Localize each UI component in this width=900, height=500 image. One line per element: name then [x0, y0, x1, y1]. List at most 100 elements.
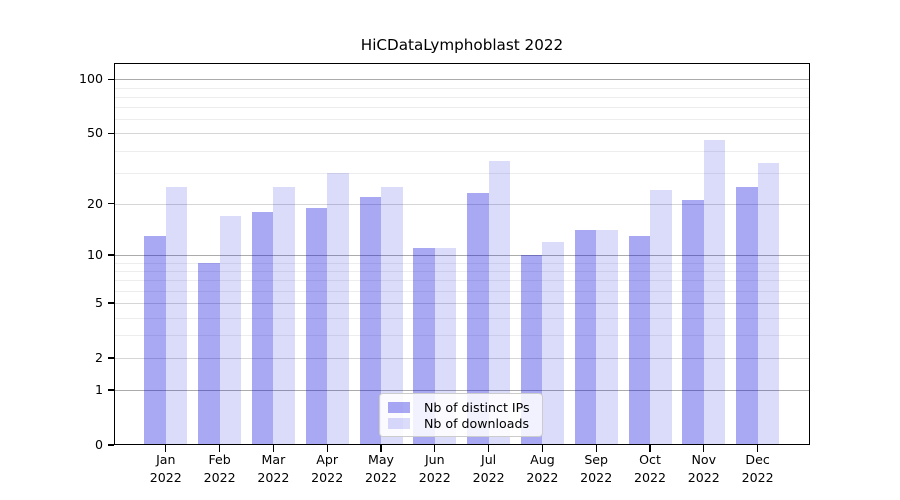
x-tick-mark	[165, 445, 167, 452]
gridline-minor	[115, 262, 809, 264]
x-tick-label: Jan 2022	[134, 451, 198, 486]
x-tick-label: Aug 2022	[510, 451, 574, 486]
bar-ips-may	[359, 196, 381, 445]
bar-downloads-apr	[327, 172, 349, 445]
x-tick-label-line: 2022	[687, 469, 720, 485]
y-tick-mark	[107, 389, 114, 391]
x-tick-mark	[756, 445, 759, 452]
legend-item-distinct-ips: Nb of distinct IPs	[388, 399, 534, 415]
legend: Nb of distinct IPs Nb of downloads	[379, 393, 543, 437]
y-tick-mark	[107, 444, 114, 446]
gridline-minor	[115, 87, 809, 89]
x-tick-mark	[649, 445, 651, 452]
x-tick-label: Nov 2022	[672, 451, 736, 486]
bar-downloads-dec	[757, 163, 780, 445]
y-tick-label: 100	[78, 71, 103, 87]
bar-ips-jul	[467, 193, 489, 445]
x-tick-mark	[380, 445, 382, 452]
x-tick-mark	[218, 445, 221, 452]
bar-ips-jan	[144, 235, 166, 445]
x-tick-mark	[487, 445, 490, 452]
x-tick-label: Jun 2022	[403, 451, 467, 486]
bar-ips-feb	[198, 262, 220, 445]
x-tick-mark	[595, 445, 597, 452]
y-tick-mark	[107, 78, 114, 80]
x-tick-label-line: Jul	[480, 452, 497, 467]
x-tick-label-line: Nov	[691, 452, 717, 467]
bar-downloads-jul	[488, 161, 511, 445]
gridline-major	[115, 255, 809, 256]
y-tick-label: 5	[94, 295, 103, 310]
gridline-minor	[115, 270, 809, 272]
gridline-minor	[115, 96, 809, 98]
x-tick-label-line: 2022	[311, 469, 344, 485]
gridline-minor	[115, 150, 809, 152]
bar-downloads-jan	[165, 186, 188, 445]
bar-ips-apr	[305, 207, 328, 445]
gridline-major	[115, 357, 809, 359]
gridline-minor	[115, 119, 809, 121]
legend-swatch-downloads	[388, 417, 410, 429]
x-tick-mark	[541, 445, 544, 452]
y-tick-label: 50	[86, 125, 103, 141]
x-tick-label: Feb 2022	[188, 451, 252, 486]
x-tick-label-line: Feb	[208, 452, 231, 467]
bar-downloads-aug	[542, 241, 564, 445]
y-tick-mark	[107, 302, 114, 304]
gridline-major	[115, 203, 809, 205]
bar-ips-nov	[682, 200, 704, 445]
y-tick-label: 20	[86, 195, 103, 211]
bar-downloads-feb	[219, 216, 242, 445]
gridline-minor	[115, 107, 809, 109]
gridline-minor	[115, 335, 809, 337]
x-tick-label-line: Mar	[261, 452, 286, 467]
gridline-major	[115, 390, 809, 392]
x-tick-label-line: 2022	[203, 469, 236, 485]
legend-label-downloads: Nb of downloads	[424, 415, 530, 431]
bar-downloads-may	[381, 186, 403, 445]
y-tick-mark	[107, 254, 114, 256]
x-tick-label-line: 2022	[364, 469, 398, 485]
gridline-minor	[115, 317, 809, 319]
x-tick-label-line: Sep	[584, 452, 609, 467]
x-tick-label: Dec 2022	[726, 451, 790, 486]
x-tick-mark	[326, 445, 328, 452]
x-tick-label-line: 2022	[149, 469, 182, 485]
x-tick-label: Jul 2022	[457, 451, 521, 486]
y-tick-label: 1	[94, 382, 103, 398]
y-tick-label: 10	[86, 247, 103, 262]
x-tick-mark	[272, 445, 275, 452]
y-tick-mark	[107, 357, 114, 359]
gridline-major	[115, 303, 809, 304]
gridline-major	[115, 133, 809, 135]
legend-label-distinct-ips: Nb of distinct IPs	[424, 399, 530, 415]
gridline-minor	[115, 290, 809, 292]
gridline-minor	[115, 280, 809, 282]
legend-swatch-distinct-ips	[388, 401, 410, 413]
x-tick-label: Mar 2022	[241, 451, 305, 486]
x-tick-label-line: 2022	[580, 469, 613, 485]
x-tick-label-line: Apr	[316, 452, 339, 467]
bar-ips-dec	[736, 186, 758, 445]
chart-title: HiCDataLymphoblast 2022	[360, 36, 564, 54]
legend-item-downloads: Nb of downloads	[388, 415, 534, 431]
x-tick-label: Oct 2022	[618, 451, 682, 486]
x-tick-label: Sep 2022	[564, 451, 628, 486]
x-tick-label-line: 2022	[418, 469, 451, 485]
x-tick-label-line: 2022	[633, 469, 667, 485]
y-tick-label: 2	[94, 349, 103, 365]
x-tick-label-line: 2022	[257, 469, 290, 485]
x-tick-label-line: 2022	[741, 469, 774, 485]
bar-downloads-sep	[596, 230, 618, 445]
x-tick-label-line: Jun	[424, 452, 445, 467]
y-tick-label: 0	[94, 437, 103, 452]
x-tick-label-line: Aug	[530, 452, 555, 467]
y-tick-mark	[107, 203, 114, 205]
gridline-major	[115, 79, 809, 81]
x-tick-label-line: Oct	[639, 452, 661, 467]
x-tick-label-line: May	[367, 452, 395, 467]
x-tick-label-line: Jan	[156, 452, 176, 467]
bar-ips-mar	[251, 211, 274, 445]
x-tick-label: May 2022	[349, 451, 413, 486]
